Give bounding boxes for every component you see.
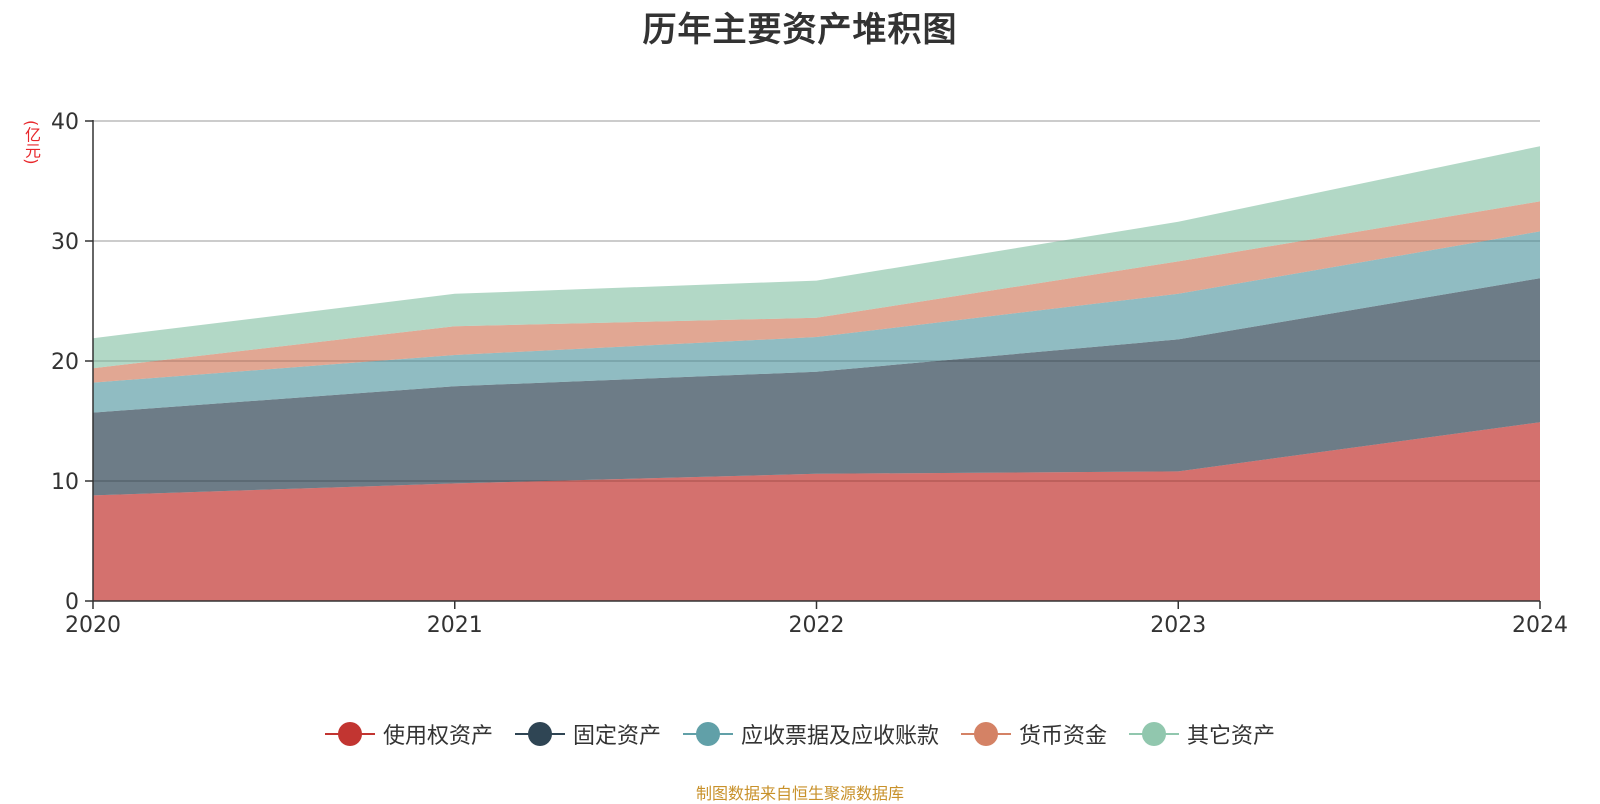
legend-item-2[interactable]: 应收票据及应收账款	[682, 718, 939, 750]
x-tick-label: 2022	[789, 613, 845, 638]
x-tick-label: 2021	[427, 613, 483, 638]
x-tick-label: 2023	[1150, 613, 1206, 638]
legend-item-3[interactable]: 货币资金	[961, 718, 1107, 750]
legend-marker-icon	[682, 722, 733, 746]
y-tick-label: 40	[51, 110, 79, 135]
y-tick-label: 0	[65, 590, 79, 615]
legend: 使用权资产 固定资产 应收票据及应收账款 货币资金 其它资产	[0, 718, 1600, 750]
x-tick-label: 2024	[1512, 613, 1568, 638]
legend-item-4[interactable]: 其它资产	[1129, 718, 1275, 750]
y-axis-unit-label: (亿元)	[22, 120, 41, 165]
legend-marker-icon	[514, 722, 565, 746]
chart-title: 历年主要资产堆积图	[642, 10, 958, 50]
y-tick-label: 10	[51, 470, 79, 495]
area-series-2[interactable]	[93, 231, 1540, 413]
x-tick-label: 2020	[65, 613, 121, 638]
axes: 0 10 20 30 40 2020 2021 2022 2023 2024	[51, 110, 1568, 638]
legend-marker-icon	[1129, 722, 1180, 746]
y-tick-label: 30	[51, 230, 79, 255]
area-layer	[93, 120, 1540, 601]
legend-item-0[interactable]: 使用权资产	[324, 718, 493, 750]
area-series-0[interactable]	[93, 422, 1540, 601]
area-series-1[interactable]	[93, 278, 1540, 496]
area-series-3[interactable]	[93, 201, 1540, 383]
data-source-note: 制图数据来自恒生聚源数据库	[695, 784, 904, 803]
legend-marker-icon	[961, 722, 1011, 746]
legend-label: 使用权资产	[382, 724, 493, 749]
legend-item-1[interactable]: 固定资产	[514, 718, 661, 750]
area-series-4[interactable]	[93, 146, 1540, 369]
legend-marker-icon	[324, 722, 375, 746]
legend-label: 货币资金	[1019, 724, 1108, 749]
legend-label: 固定资产	[572, 724, 661, 749]
stacked-area-chart: 0 10 20 30 40 2020 2021 2022 2023 2024	[51, 110, 1568, 638]
y-tick-label: 20	[51, 350, 79, 375]
legend-label: 应收票据及应收账款	[740, 724, 939, 749]
legend-label: 其它资产	[1187, 724, 1276, 749]
